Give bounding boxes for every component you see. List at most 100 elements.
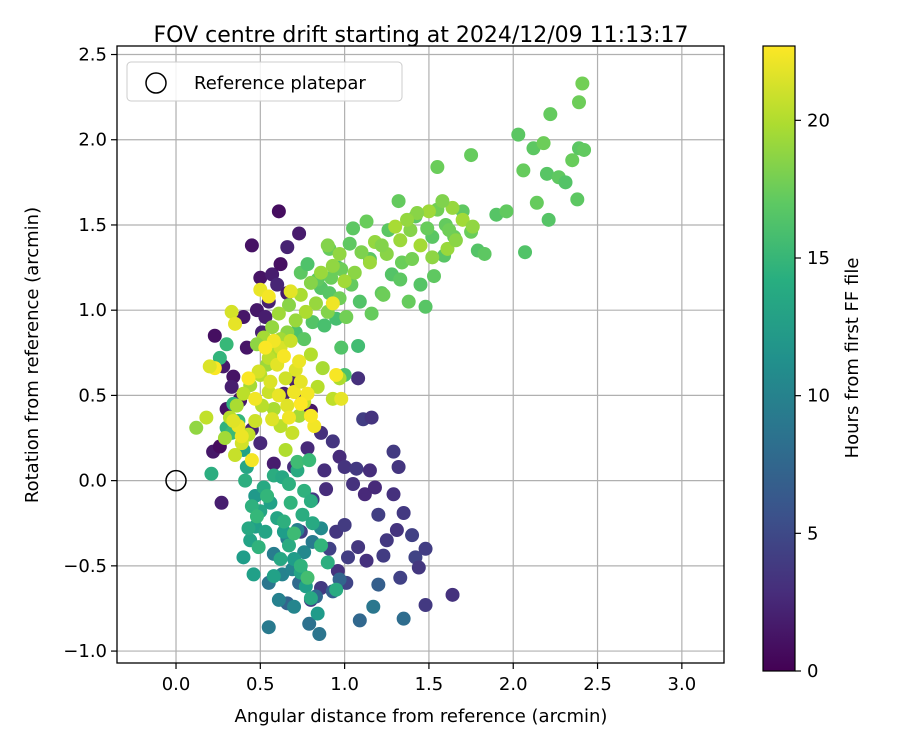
- data-point: [280, 240, 295, 255]
- data-point: [317, 463, 332, 478]
- data-point: [376, 548, 391, 563]
- data-point: [352, 294, 367, 309]
- colorbar-tick-label: 20: [807, 110, 830, 131]
- data-point: [305, 516, 320, 531]
- data-point: [405, 252, 420, 267]
- data-point: [244, 238, 259, 253]
- data-point: [413, 277, 428, 292]
- data-point: [410, 206, 425, 221]
- data-point: [265, 320, 280, 335]
- data-point: [337, 274, 352, 289]
- data-point: [374, 238, 389, 253]
- x-tick-label: 2.5: [583, 674, 612, 695]
- legend-box: [126, 61, 403, 102]
- data-point: [455, 212, 470, 227]
- data-point: [271, 306, 286, 321]
- data-point: [303, 347, 318, 362]
- data-point: [314, 538, 329, 553]
- data-point: [536, 136, 551, 151]
- data-point: [241, 371, 256, 386]
- data-point: [271, 592, 286, 607]
- data-point: [332, 246, 347, 261]
- data-point: [298, 304, 313, 319]
- data-point: [303, 408, 318, 423]
- data-point: [303, 591, 318, 606]
- data-point: [303, 494, 318, 509]
- data-point: [349, 461, 364, 476]
- data-point: [253, 270, 268, 285]
- data-point: [280, 398, 295, 413]
- data-point: [334, 391, 349, 406]
- data-point: [290, 454, 305, 469]
- data-point: [386, 444, 401, 459]
- data-point: [207, 328, 222, 343]
- data-point: [241, 521, 256, 536]
- colorbar-tick-label: 5: [807, 523, 818, 544]
- data-point: [351, 540, 366, 555]
- data-point: [292, 354, 307, 369]
- data-point: [391, 194, 406, 209]
- data-point: [400, 212, 415, 227]
- data-point: [251, 364, 266, 379]
- data-point: [442, 223, 457, 238]
- data-point: [386, 487, 401, 502]
- data-point: [281, 298, 296, 313]
- data-point: [258, 310, 273, 325]
- data-point: [293, 374, 308, 389]
- data-point: [418, 541, 433, 556]
- data-point: [281, 477, 296, 492]
- data-point: [189, 420, 204, 435]
- data-point: [352, 613, 367, 628]
- data-point: [310, 606, 325, 621]
- data-point: [575, 76, 590, 91]
- colorbar-tick-label: 10: [807, 386, 830, 407]
- data-point: [258, 524, 273, 539]
- legend: Reference platepar: [126, 61, 403, 102]
- data-point: [364, 306, 379, 321]
- data-point: [271, 204, 286, 219]
- data-point: [346, 477, 361, 492]
- data-point: [499, 204, 514, 219]
- data-point: [334, 340, 349, 355]
- data-point: [228, 316, 243, 331]
- data-point: [362, 463, 377, 478]
- data-point: [325, 296, 340, 311]
- data-point: [340, 550, 355, 565]
- data-point: [285, 425, 300, 440]
- data-point: [511, 127, 526, 142]
- data-point: [325, 434, 340, 449]
- data-point: [292, 226, 307, 241]
- data-point: [261, 620, 276, 635]
- x-tick-label: 2.0: [499, 674, 528, 695]
- data-point: [371, 577, 386, 592]
- data-point: [283, 284, 298, 299]
- data-point: [577, 142, 592, 157]
- data-point: [337, 459, 352, 474]
- data-point: [278, 371, 293, 386]
- data-point: [297, 483, 312, 498]
- data-point: [265, 412, 280, 427]
- y-tick-label: −1.0: [63, 641, 107, 662]
- data-point: [420, 221, 435, 236]
- x-tick-label: 3.0: [668, 674, 697, 695]
- x-axis-ticks: 0.0 0.5 1.0 1.5 2.0 2.5 3.0: [162, 663, 696, 695]
- data-point: [391, 459, 406, 474]
- y-axis-label: Rotation from reference (arcmin): [22, 207, 43, 503]
- data-point: [411, 560, 426, 575]
- data-point: [388, 219, 403, 234]
- reference-marker: [165, 469, 187, 492]
- data-point: [297, 545, 312, 560]
- data-point: [263, 374, 278, 389]
- data-point: [287, 384, 302, 399]
- y-tick-label: −0.5: [63, 556, 107, 577]
- data-point: [317, 318, 332, 333]
- data-point: [445, 587, 460, 602]
- data-point: [351, 338, 366, 353]
- x-tick-label: 0.5: [246, 674, 275, 695]
- data-point: [329, 582, 344, 597]
- data-point: [539, 166, 554, 181]
- data-point: [287, 599, 302, 614]
- colorbar-ticks: 0 5 10 15 20: [795, 110, 830, 682]
- data-point: [276, 349, 291, 364]
